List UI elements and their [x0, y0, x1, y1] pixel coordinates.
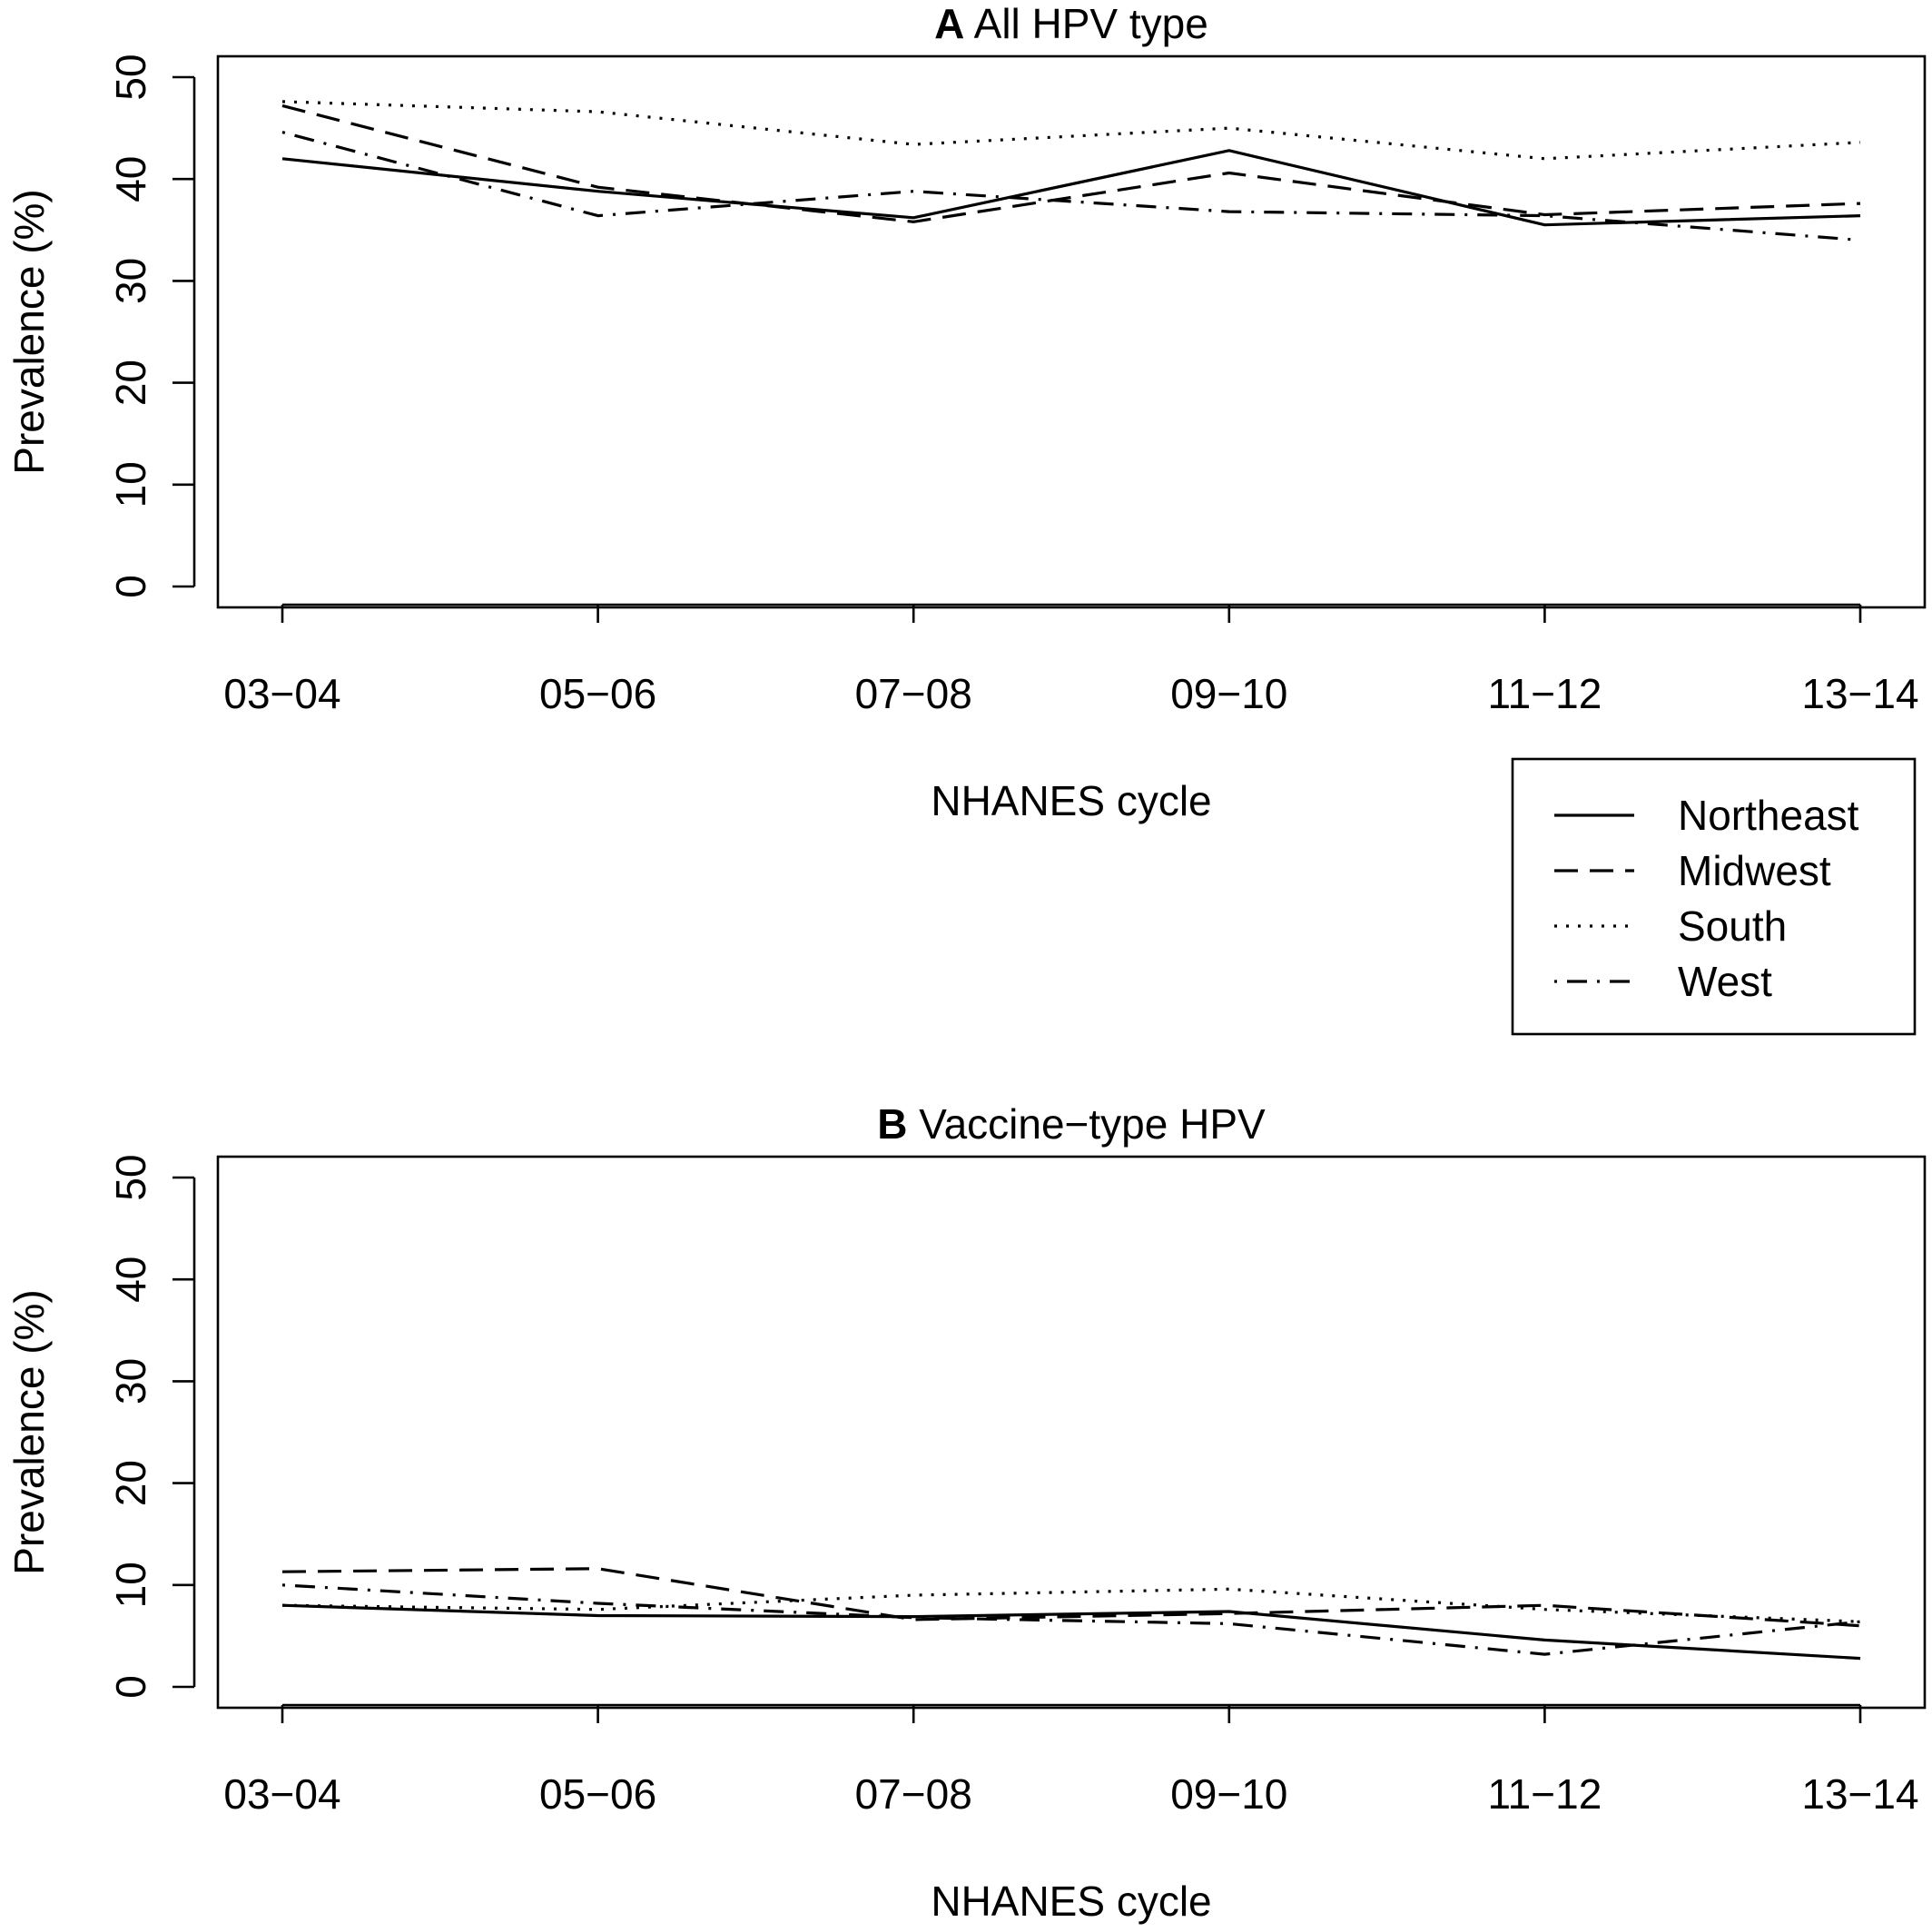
- x-tick-label: 05−06: [539, 670, 656, 717]
- series-line-west: [281, 1583, 1861, 1656]
- chart-title-letter: A: [934, 0, 964, 47]
- y-tick-label: 50: [107, 54, 154, 100]
- x-tick-label: 07−08: [855, 670, 972, 717]
- legend-box: [1511, 757, 1917, 1036]
- series-line-south: [281, 100, 1861, 161]
- y-tick-label: 20: [107, 360, 154, 406]
- chart-title-letter: B: [877, 1100, 907, 1148]
- x-axis-label: NHANES cycle: [931, 1878, 1211, 1925]
- y-tick-label: 10: [107, 1562, 154, 1608]
- x-axis: 03−04 05−06 07−08 09−10 11−12 13−14: [223, 603, 1919, 717]
- x-tick-label: 11−12: [1488, 1770, 1602, 1818]
- legend-label: West: [1678, 958, 1772, 1005]
- x-tick-label: 09−10: [1170, 670, 1287, 717]
- series-group: [281, 1567, 1861, 1661]
- x-tick-label: 13−14: [1801, 1770, 1918, 1818]
- chart-title-text: All HPV type: [964, 0, 1208, 47]
- x-tick-label: 05−06: [539, 1770, 656, 1818]
- y-tick-label: 50: [107, 1154, 154, 1200]
- y-tick-label: 10: [107, 461, 154, 508]
- series-line-west: [281, 131, 1861, 242]
- x-tick-label: 03−04: [223, 670, 340, 717]
- x-tick-label: 11−12: [1488, 670, 1602, 717]
- series-line-midwest: [281, 1567, 1861, 1628]
- y-axis: 0 10 20 30 40 50: [107, 1154, 196, 1699]
- x-tick-label: 09−10: [1170, 1770, 1287, 1818]
- y-axis-label: Prevalence (%): [5, 1289, 53, 1574]
- plot-frame: [216, 54, 1927, 609]
- plot-frame: [216, 1155, 1927, 1710]
- series-group: [281, 100, 1861, 242]
- legend-label: South: [1678, 902, 1787, 950]
- x-axis-label: NHANES cycle: [931, 777, 1211, 824]
- x-axis: 03−04 05−06 07−08 09−10 11−12 13−14: [223, 1703, 1919, 1818]
- panel-a: A All HPV type 03−04 05−06 07−08 09−10 11−12 1…: [5, 0, 1927, 824]
- x-tick-label: 13−14: [1801, 670, 1918, 717]
- series-line-northeast: [281, 1603, 1861, 1661]
- y-tick-label: 30: [107, 258, 154, 304]
- series-line-northeast: [281, 149, 1861, 227]
- chart-title: B Vaccine−type HPV: [877, 1100, 1266, 1148]
- x-tick-label: 07−08: [855, 1770, 972, 1818]
- series-line-midwest: [281, 104, 1861, 223]
- y-tick-label: 20: [107, 1460, 154, 1506]
- legend-label: Northeast: [1678, 792, 1859, 839]
- legend: Northeast Midwest South West: [1511, 757, 1917, 1036]
- y-axis-label: Prevalence (%): [5, 189, 53, 474]
- chart-title-text: Vaccine−type HPV: [908, 1100, 1267, 1148]
- panel-b: B Vaccine−type HPV 03−04 05−06 07−08 09−10 11…: [5, 1100, 1927, 1925]
- y-tick-label: 40: [107, 156, 154, 202]
- y-tick-label: 40: [107, 1257, 154, 1303]
- y-tick-label: 0: [107, 575, 154, 598]
- y-tick-label: 30: [107, 1358, 154, 1405]
- y-tick-label: 0: [107, 1675, 154, 1699]
- legend-label: Midwest: [1678, 847, 1831, 894]
- x-tick-label: 03−04: [223, 1770, 340, 1818]
- y-axis: 0 10 20 30 40 50: [107, 54, 196, 598]
- chart-title: A All HPV type: [934, 0, 1208, 47]
